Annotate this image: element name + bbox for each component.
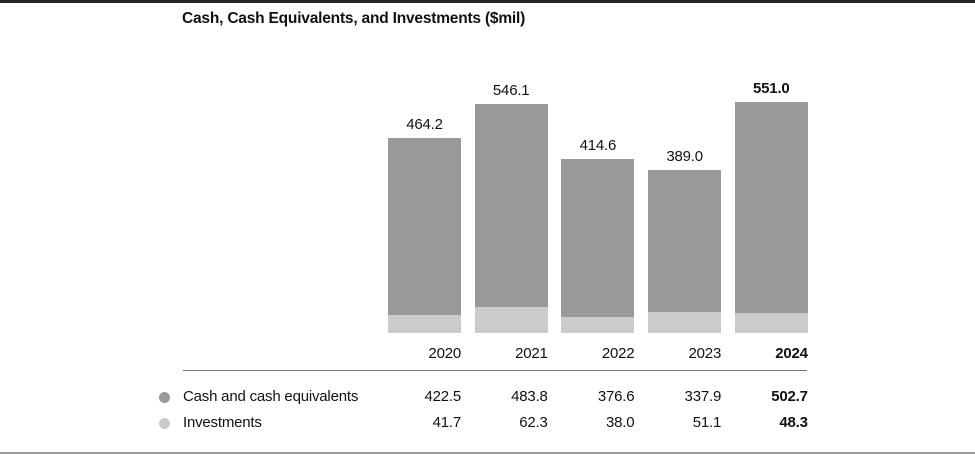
bar-segment-investments <box>388 315 461 333</box>
bar-segment-investments <box>734 312 808 333</box>
bar-total-label: 389.0 <box>666 147 703 165</box>
bar-segment-cash <box>648 169 722 312</box>
bar-total-label: 551.0 <box>753 79 790 97</box>
x-tick-label: 2022 <box>601 345 635 362</box>
table-cell-2024: 48.3 <box>779 414 808 431</box>
legend-table-divider <box>183 370 807 371</box>
legend-dot-cash <box>159 392 170 403</box>
bar-segment-cash <box>388 138 461 316</box>
legend-dot-investments <box>159 418 170 429</box>
bar-segment-cash <box>561 158 635 318</box>
bar-segment-cash <box>734 101 808 313</box>
top-border-rule <box>0 0 975 3</box>
table-row-investments: Investments 41.7 62.3 38.0 51.1 48.3 <box>0 414 975 432</box>
bottom-border-rule <box>0 452 975 454</box>
series-label-investments: Investments <box>183 414 262 431</box>
bar-segment-investments <box>474 306 548 333</box>
x-tick-label: 2024 <box>775 345 808 362</box>
x-tick-label: 2021 <box>515 345 548 362</box>
x-tick-label: 2023 <box>688 345 722 362</box>
table-cell-2021: 62.3 <box>519 414 548 431</box>
table-cell-2023: 51.1 <box>692 414 722 431</box>
bar-total-label: 414.6 <box>579 136 617 154</box>
series-label-cash: Cash and cash equivalents <box>183 388 359 405</box>
bar-total-label: 464.2 <box>406 116 443 134</box>
table-cell-2021: 483.8 <box>511 388 548 405</box>
bar-total-label: 546.1 <box>492 81 530 99</box>
table-cell-2022: 376.6 <box>597 388 635 405</box>
table-cell-2020: 41.7 <box>432 414 462 431</box>
chart-title: Cash, Cash Equivalents, and Investments … <box>182 10 526 27</box>
table-row-cash: Cash and cash equivalents 422.5 483.8 376.… <box>0 388 975 406</box>
table-cell-2022: 38.0 <box>605 414 635 431</box>
table-cell-2020: 422.5 <box>424 388 461 405</box>
x-tick-label: 2020 <box>428 345 461 362</box>
table-cell-2023: 337.9 <box>684 388 722 405</box>
bar-segment-investments <box>648 311 722 333</box>
table-cell-2024: 502.7 <box>771 388 808 405</box>
bar-segment-cash <box>474 103 548 307</box>
bar-segment-investments <box>561 317 635 333</box>
